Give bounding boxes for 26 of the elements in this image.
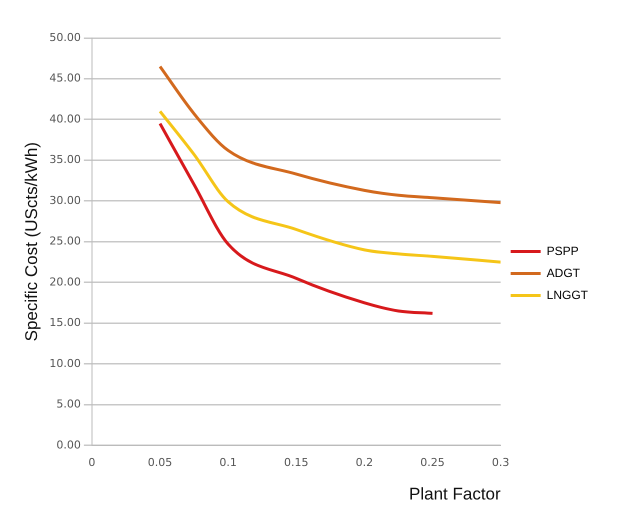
line-series bbox=[158, 122, 434, 315]
legend-label: ADGT bbox=[546, 266, 581, 280]
x-tick-label: 0.3 bbox=[492, 456, 510, 469]
line-series bbox=[158, 110, 501, 264]
x-tick-label: 0.05 bbox=[148, 456, 172, 469]
line-series bbox=[158, 65, 501, 204]
x-tick-label: 0.25 bbox=[420, 456, 445, 469]
y-tick-label: 35.00 bbox=[49, 153, 81, 166]
y-tick-label: 30.00 bbox=[49, 194, 81, 207]
x-tick-label: 0.1 bbox=[219, 456, 237, 469]
legend-label: LNGGT bbox=[546, 288, 589, 302]
y-tick-label: 40.00 bbox=[49, 112, 81, 126]
y-tick-label: 45.00 bbox=[49, 72, 81, 85]
y-tick-label: 5.00 bbox=[56, 398, 81, 411]
y-tick-label: 20.00 bbox=[49, 275, 81, 288]
x-tick-label: 0.2 bbox=[356, 456, 374, 469]
y-tick-label: 25.00 bbox=[49, 234, 81, 248]
x-axis-title: Plant Factor bbox=[409, 484, 501, 504]
y-tick-label: 0.00 bbox=[56, 438, 81, 452]
y-tick-label: 10.00 bbox=[49, 356, 81, 370]
y-tick-label: 15.00 bbox=[49, 316, 81, 330]
x-tick-label: 0.15 bbox=[284, 456, 309, 469]
y-tick-label: 50.00 bbox=[49, 30, 81, 44]
y-axis-title: Specific Cost (UScts/kWh) bbox=[22, 142, 41, 342]
x-tick-label: 0 bbox=[88, 456, 96, 469]
legend-label: PSPP bbox=[546, 244, 579, 258]
